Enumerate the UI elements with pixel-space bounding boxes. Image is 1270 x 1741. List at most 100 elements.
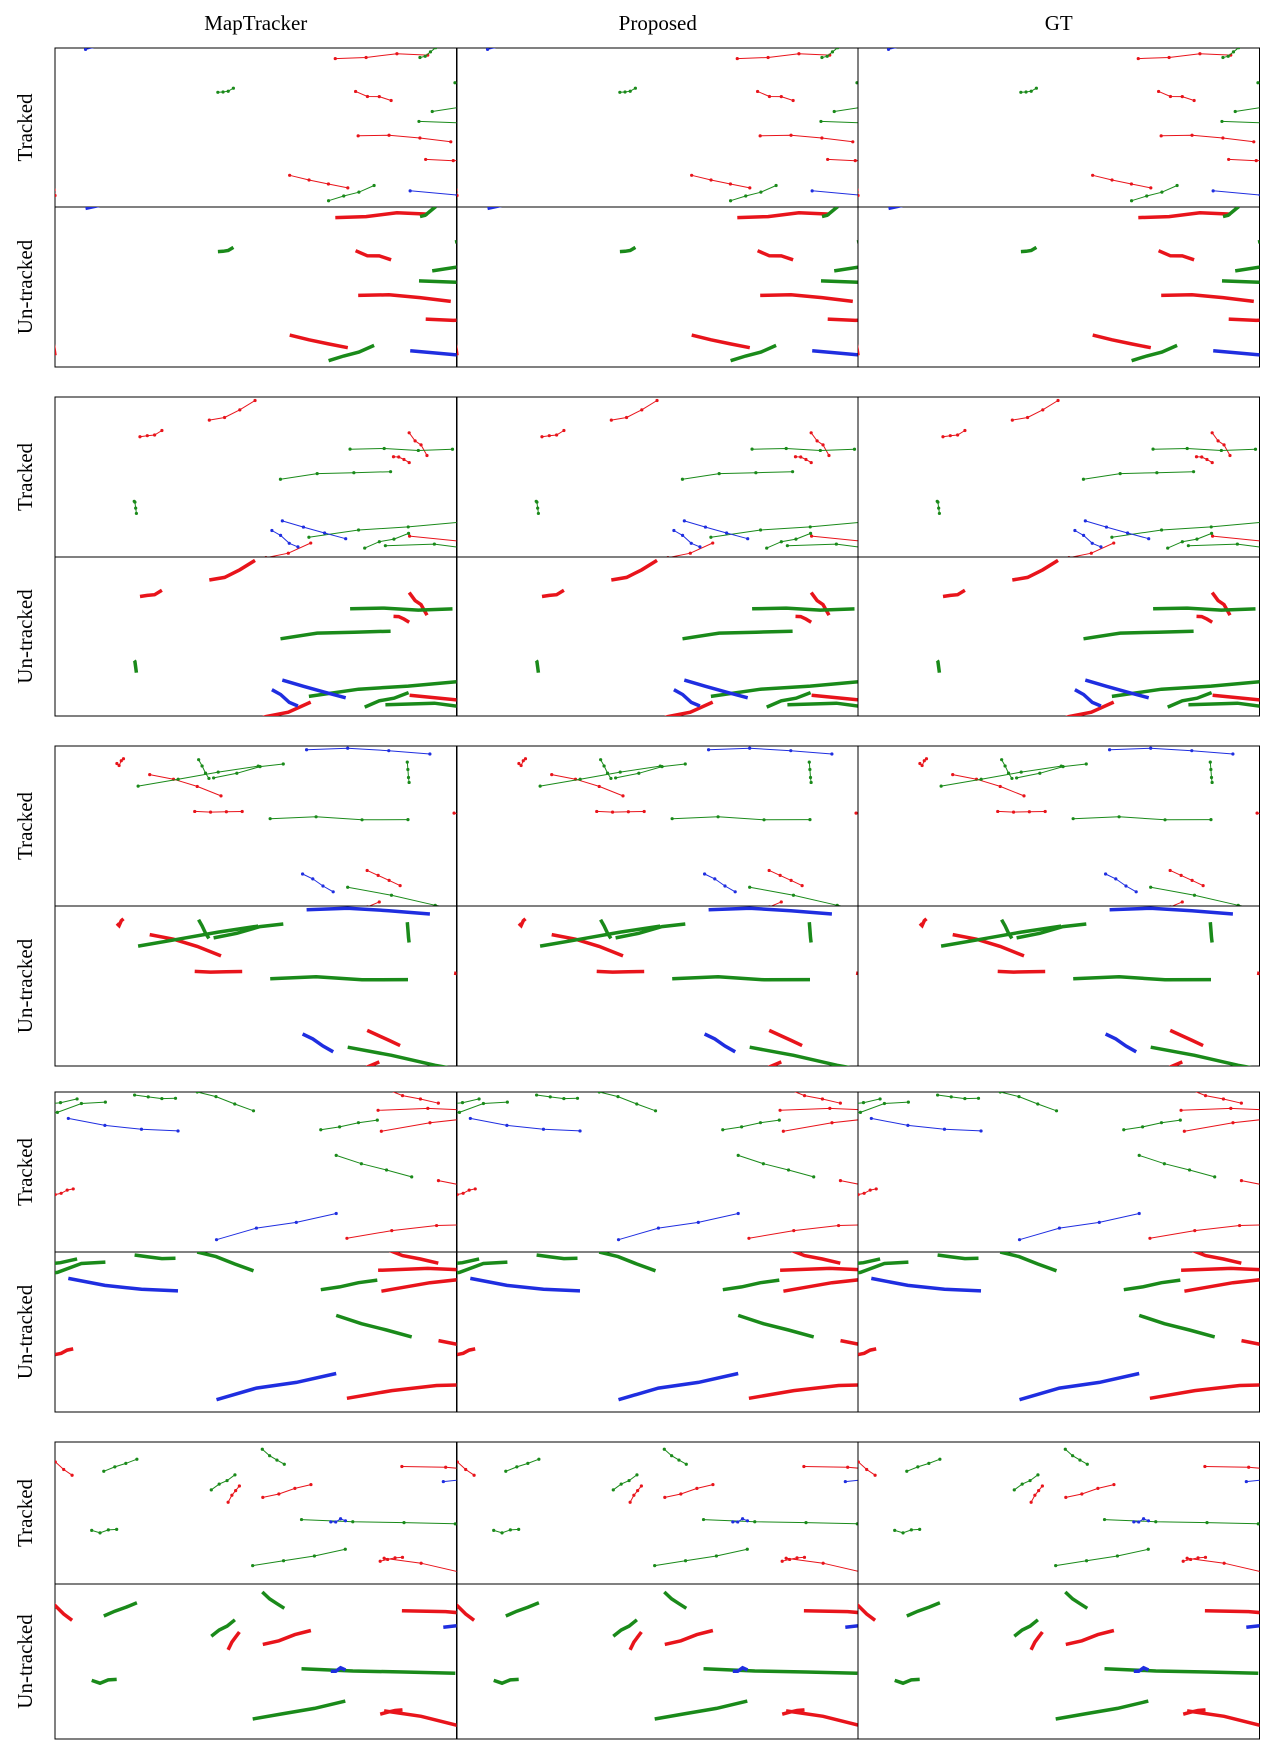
map-vertex (977, 1097, 980, 1100)
map-vertex (109, 42, 112, 45)
map-vertex (454, 1522, 457, 1525)
map-vertex (1160, 1121, 1163, 1124)
panel-frame (55, 397, 457, 557)
map-vertex (1091, 542, 1094, 545)
map-vertex (780, 900, 783, 903)
map-vertex (348, 448, 351, 451)
map-vertex (253, 399, 256, 402)
map-vertex (1003, 764, 1006, 767)
map-vertex (255, 1226, 258, 1229)
panel-frame (55, 1584, 457, 1739)
map-vertex (640, 1484, 643, 1487)
map-vertex (729, 182, 732, 185)
map-vertex (750, 448, 753, 451)
map-vertex (865, 1468, 868, 1471)
map-vertex (827, 454, 830, 457)
map-vertex (1058, 1226, 1061, 1229)
map-vertex (910, 1528, 913, 1531)
map-vertex (1166, 546, 1169, 549)
map-vertex (1147, 1519, 1150, 1522)
map-vertex (420, 1562, 423, 1565)
panel-frame (858, 207, 1260, 367)
map-vertex (1149, 886, 1152, 889)
map-vertex (684, 1559, 687, 1562)
map-vertex (277, 1492, 280, 1495)
map-vertex (387, 134, 390, 137)
map-vertex (216, 91, 219, 94)
map-vertex (1180, 874, 1183, 877)
map-vertex (1041, 408, 1044, 411)
map-vertex (1012, 811, 1015, 814)
map-vertex (506, 1101, 509, 1104)
map-vertex (839, 1179, 842, 1182)
map-vertex (555, 433, 558, 436)
map-vertex (1169, 95, 1172, 98)
map-vertex (268, 1454, 271, 1457)
map-vertex (779, 874, 782, 877)
map-vertex (1036, 1473, 1039, 1476)
map-vertex (435, 1224, 438, 1227)
map-vertex (357, 134, 360, 137)
map-element (195, 811, 243, 812)
map-vertex (482, 1102, 485, 1105)
map-vertex (830, 1121, 833, 1124)
map-vertex (1240, 1179, 1243, 1182)
map-vertex (1231, 752, 1234, 755)
map-vertex (477, 1097, 480, 1100)
map-vertex (389, 470, 392, 473)
map-vertex (437, 1102, 440, 1105)
map-vertex (1179, 1118, 1182, 1121)
map-vertex (53, 188, 56, 191)
map-element (488, 34, 564, 49)
map-vertex (873, 1474, 876, 1477)
map-vertex (759, 191, 762, 194)
map-vertex (536, 507, 539, 510)
map-vertex (54, 1193, 57, 1196)
map-vertex (821, 1097, 824, 1100)
map-vertex (431, 110, 434, 113)
map-vertex (1252, 140, 1255, 143)
map-vertex (837, 1224, 840, 1227)
panel-frame (858, 1442, 1260, 1584)
map-panel (829, 1087, 1270, 1252)
map-vertex (390, 894, 393, 897)
map-vertex (60, 1192, 63, 1195)
map-vertex (1086, 1463, 1089, 1466)
panel-frame (858, 48, 1260, 207)
map-vertex (685, 1463, 688, 1466)
map-vertex (90, 1529, 93, 1532)
map-vertex (963, 1097, 966, 1100)
map-vertex (80, 1102, 83, 1105)
map-vertex (52, 183, 55, 186)
map-vertex (1195, 537, 1198, 540)
map-vertex (453, 81, 456, 84)
map-vertex (1028, 810, 1031, 813)
map-vertex (207, 777, 210, 780)
map-vertex (846, 1466, 849, 1469)
map-vertex (148, 773, 151, 776)
map-vertex (309, 541, 312, 544)
map-vertex (160, 1097, 163, 1100)
map-vertex (535, 1093, 538, 1096)
map-vertex (1192, 470, 1195, 473)
map-vertex (716, 815, 719, 818)
map-vertex (1234, 110, 1237, 113)
map-vertex (1122, 1128, 1125, 1131)
map-vertex (629, 90, 632, 93)
map-vertex (1018, 1238, 1021, 1241)
map-vertex (452, 812, 455, 815)
map-vertex (1078, 1458, 1081, 1461)
map-vertex (1090, 552, 1093, 555)
map-vertex (709, 178, 712, 181)
map-vertex (193, 810, 196, 813)
map-vertex (227, 1501, 230, 1504)
map-vertex (408, 461, 411, 464)
map-vertex (402, 458, 405, 461)
map-vertex (535, 500, 538, 503)
map-vertex (293, 1487, 296, 1490)
row-label: Un-tracked (13, 1614, 37, 1709)
map-vertex (820, 136, 823, 139)
map-vertex (1263, 1184, 1266, 1187)
map-vertex (357, 1121, 360, 1124)
map-panel (428, 1087, 931, 1252)
